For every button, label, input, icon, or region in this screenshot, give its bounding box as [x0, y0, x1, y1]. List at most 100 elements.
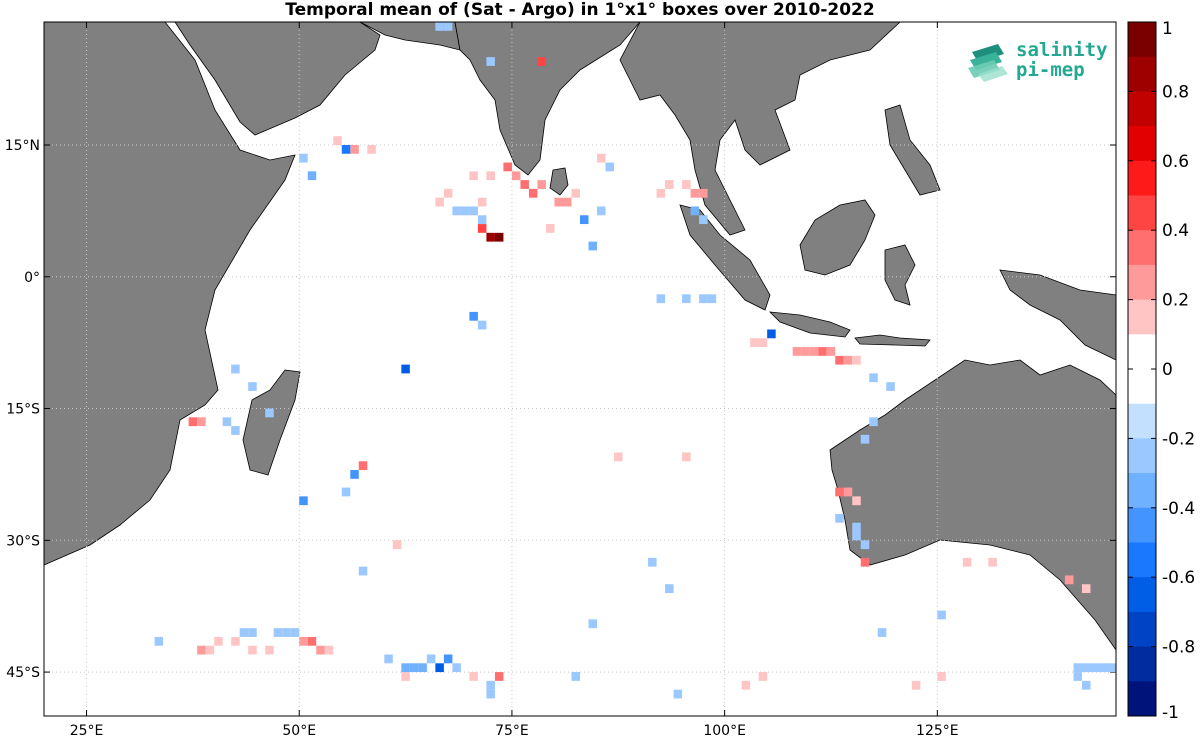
lat-label-1: 0°	[24, 270, 40, 286]
data-cell	[477, 215, 487, 225]
data-cell	[818, 347, 827, 356]
data-cell	[231, 636, 240, 646]
data-cell	[197, 417, 206, 427]
data-cell	[452, 663, 461, 673]
colorbar-bin	[1128, 681, 1156, 717]
data-cell	[673, 689, 683, 699]
data-cell	[741, 680, 751, 690]
colorbar-label-0: 1	[1162, 19, 1173, 39]
latitude-labels: 15°N 0° 15°S 30°S 45°S	[5, 138, 40, 681]
map-title: Temporal mean of (Sat - Argo) in 1°x1° b…	[285, 0, 875, 20]
land-masses	[43, 21, 1117, 652]
data-cell	[707, 294, 717, 304]
data-cell	[690, 206, 700, 216]
data-cell	[545, 224, 555, 233]
colorbar-bin	[1128, 230, 1156, 266]
longitude-labels: 25°E 50°E 75°E 100°E 125°E	[70, 723, 959, 739]
data-cell	[1098, 663, 1108, 673]
colorbar-bin	[1128, 473, 1156, 509]
data-cell	[231, 364, 240, 374]
lon-label-4: 125°E	[916, 723, 959, 739]
data-cell	[239, 628, 249, 637]
data-cell	[860, 540, 870, 550]
data-cell	[588, 619, 598, 629]
colorbar-bin	[1128, 611, 1156, 648]
data-cell	[384, 654, 393, 664]
data-cell	[486, 57, 495, 66]
data-cell	[469, 311, 478, 321]
lon-label-2: 75°E	[495, 723, 529, 739]
colorbar-label-8: -0.6	[1162, 568, 1195, 588]
data-cell	[307, 171, 317, 181]
data-cell	[154, 636, 164, 646]
land-sulawesi	[884, 244, 916, 306]
data-cell	[588, 241, 598, 251]
data-cell	[477, 320, 487, 330]
colorbar-label-6: -0.2	[1162, 429, 1195, 449]
logo-text-pi-mep: pi-mep	[1016, 59, 1085, 81]
land-borneo	[799, 199, 876, 276]
lon-label-0: 25°E	[70, 723, 104, 739]
data-cell	[299, 496, 308, 506]
data-cell	[273, 628, 283, 637]
lon-label-1: 50°E	[282, 723, 316, 739]
logo-text-salinity: salinity	[1016, 39, 1108, 61]
data-cell	[835, 487, 844, 497]
lon-label-3: 100°E	[703, 723, 746, 739]
data-cell	[469, 672, 478, 681]
data-cell	[750, 338, 759, 348]
data-cell	[809, 347, 819, 356]
colorbar-bin	[1128, 334, 1156, 370]
data-cell	[358, 566, 368, 576]
lat-label-2: 15°S	[6, 402, 40, 418]
data-cell	[435, 22, 444, 31]
data-cell	[571, 672, 580, 681]
data-cell	[197, 645, 206, 655]
data-cell	[877, 628, 887, 637]
colorbar-bin	[1128, 438, 1156, 474]
land-madagascar	[242, 369, 301, 476]
land-africa	[43, 21, 296, 566]
data-cell	[597, 206, 606, 216]
data-cell	[469, 206, 478, 216]
data-cell	[503, 162, 512, 172]
data-cell	[843, 487, 853, 497]
data-cell	[537, 57, 546, 66]
data-cell	[231, 426, 240, 435]
data-cell	[792, 347, 802, 356]
data-cell	[656, 294, 666, 304]
data-cell	[469, 171, 478, 181]
data-cell	[528, 188, 538, 198]
colorbar	[1127, 21, 1157, 717]
data-cell	[835, 355, 844, 365]
land-southeast-asia	[619, 21, 902, 236]
data-cell	[358, 461, 368, 471]
data-cell	[494, 232, 504, 242]
data-cell	[852, 531, 861, 541]
data-cell	[682, 294, 691, 304]
data-cell	[758, 338, 768, 348]
data-cell	[767, 329, 776, 339]
data-cell	[401, 672, 410, 681]
data-cell	[614, 452, 623, 462]
data-cell	[248, 628, 257, 637]
data-cell	[401, 364, 410, 374]
logo-waves-icon	[968, 44, 1008, 82]
data-cell	[188, 417, 198, 427]
data-cell	[852, 496, 861, 506]
data-cell	[886, 382, 895, 391]
land-india	[454, 21, 641, 176]
data-cell	[1064, 575, 1074, 585]
data-cell	[460, 206, 470, 216]
colorbar-label-7: -0.4	[1162, 499, 1195, 519]
data-cell	[1107, 663, 1116, 673]
data-cell	[911, 680, 921, 690]
colorbar-bin	[1128, 403, 1156, 439]
data-cell	[477, 224, 487, 233]
data-cell	[1073, 663, 1082, 673]
data-cell	[350, 144, 359, 154]
data-cell	[316, 645, 325, 655]
data-cell	[486, 689, 495, 699]
data-cell	[265, 408, 274, 418]
